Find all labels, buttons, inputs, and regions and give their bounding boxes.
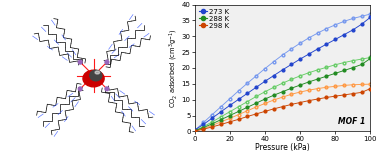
298 K (342, 94, 346, 96)
288 K (333, 72, 338, 74)
288 K (236, 111, 241, 112)
298 K (201, 128, 206, 130)
273 K (271, 75, 276, 76)
Ellipse shape (90, 70, 102, 81)
288 K (307, 81, 311, 83)
Line: 273 K: 273 K (193, 16, 372, 132)
273 K (192, 129, 197, 131)
X-axis label: Pressure (kPa): Pressure (kPa) (255, 143, 310, 151)
298 K (289, 104, 294, 105)
298 K (368, 88, 373, 89)
288 K (210, 123, 215, 125)
Text: MOF 1: MOF 1 (338, 117, 365, 126)
273 K (263, 80, 267, 82)
273 K (280, 69, 285, 71)
273 K (245, 92, 249, 94)
298 K (263, 111, 267, 112)
288 K (219, 119, 223, 120)
298 K (219, 124, 223, 125)
298 K (307, 100, 311, 101)
298 K (315, 98, 320, 100)
Ellipse shape (83, 70, 104, 87)
273 K (315, 48, 320, 50)
288 K (289, 87, 294, 89)
288 K (298, 84, 302, 86)
273 K (236, 98, 241, 100)
298 K (298, 102, 302, 103)
273 K (324, 43, 329, 45)
298 K (333, 95, 338, 97)
288 K (368, 58, 373, 59)
288 K (271, 94, 276, 96)
288 K (254, 102, 259, 104)
298 K (228, 121, 232, 123)
298 K (236, 118, 241, 120)
298 K (245, 116, 249, 117)
Line: 298 K: 298 K (193, 87, 372, 132)
273 K (254, 86, 259, 88)
273 K (219, 111, 223, 113)
288 K (359, 64, 364, 65)
273 K (351, 29, 355, 31)
Ellipse shape (95, 71, 99, 74)
Circle shape (105, 87, 109, 91)
298 K (271, 108, 276, 110)
Circle shape (78, 60, 82, 64)
273 K (210, 117, 215, 119)
288 K (315, 78, 320, 80)
273 K (289, 64, 294, 65)
298 K (210, 126, 215, 128)
298 K (324, 96, 329, 98)
288 K (324, 75, 329, 77)
288 K (228, 115, 232, 116)
288 K (342, 70, 346, 71)
288 K (280, 91, 285, 93)
273 K (359, 23, 364, 25)
288 K (245, 106, 249, 108)
298 K (280, 106, 285, 108)
288 K (263, 98, 267, 100)
Y-axis label: CO$_2$ adsorbed (cm$^3$g$^{-1}$): CO$_2$ adsorbed (cm$^3$g$^{-1}$) (168, 28, 180, 108)
Circle shape (78, 87, 82, 91)
Legend: 273 K, 288 K, 298 K: 273 K, 288 K, 298 K (198, 8, 230, 29)
298 K (254, 113, 259, 115)
273 K (201, 124, 206, 125)
298 K (192, 130, 197, 132)
Line: 288 K: 288 K (193, 57, 372, 132)
273 K (228, 104, 232, 106)
Circle shape (105, 60, 109, 64)
273 K (368, 16, 373, 18)
288 K (192, 130, 197, 132)
298 K (359, 92, 364, 93)
273 K (307, 53, 311, 55)
273 K (298, 58, 302, 60)
288 K (351, 67, 355, 69)
288 K (201, 127, 206, 129)
298 K (351, 93, 355, 95)
273 K (333, 39, 338, 40)
273 K (342, 34, 346, 36)
